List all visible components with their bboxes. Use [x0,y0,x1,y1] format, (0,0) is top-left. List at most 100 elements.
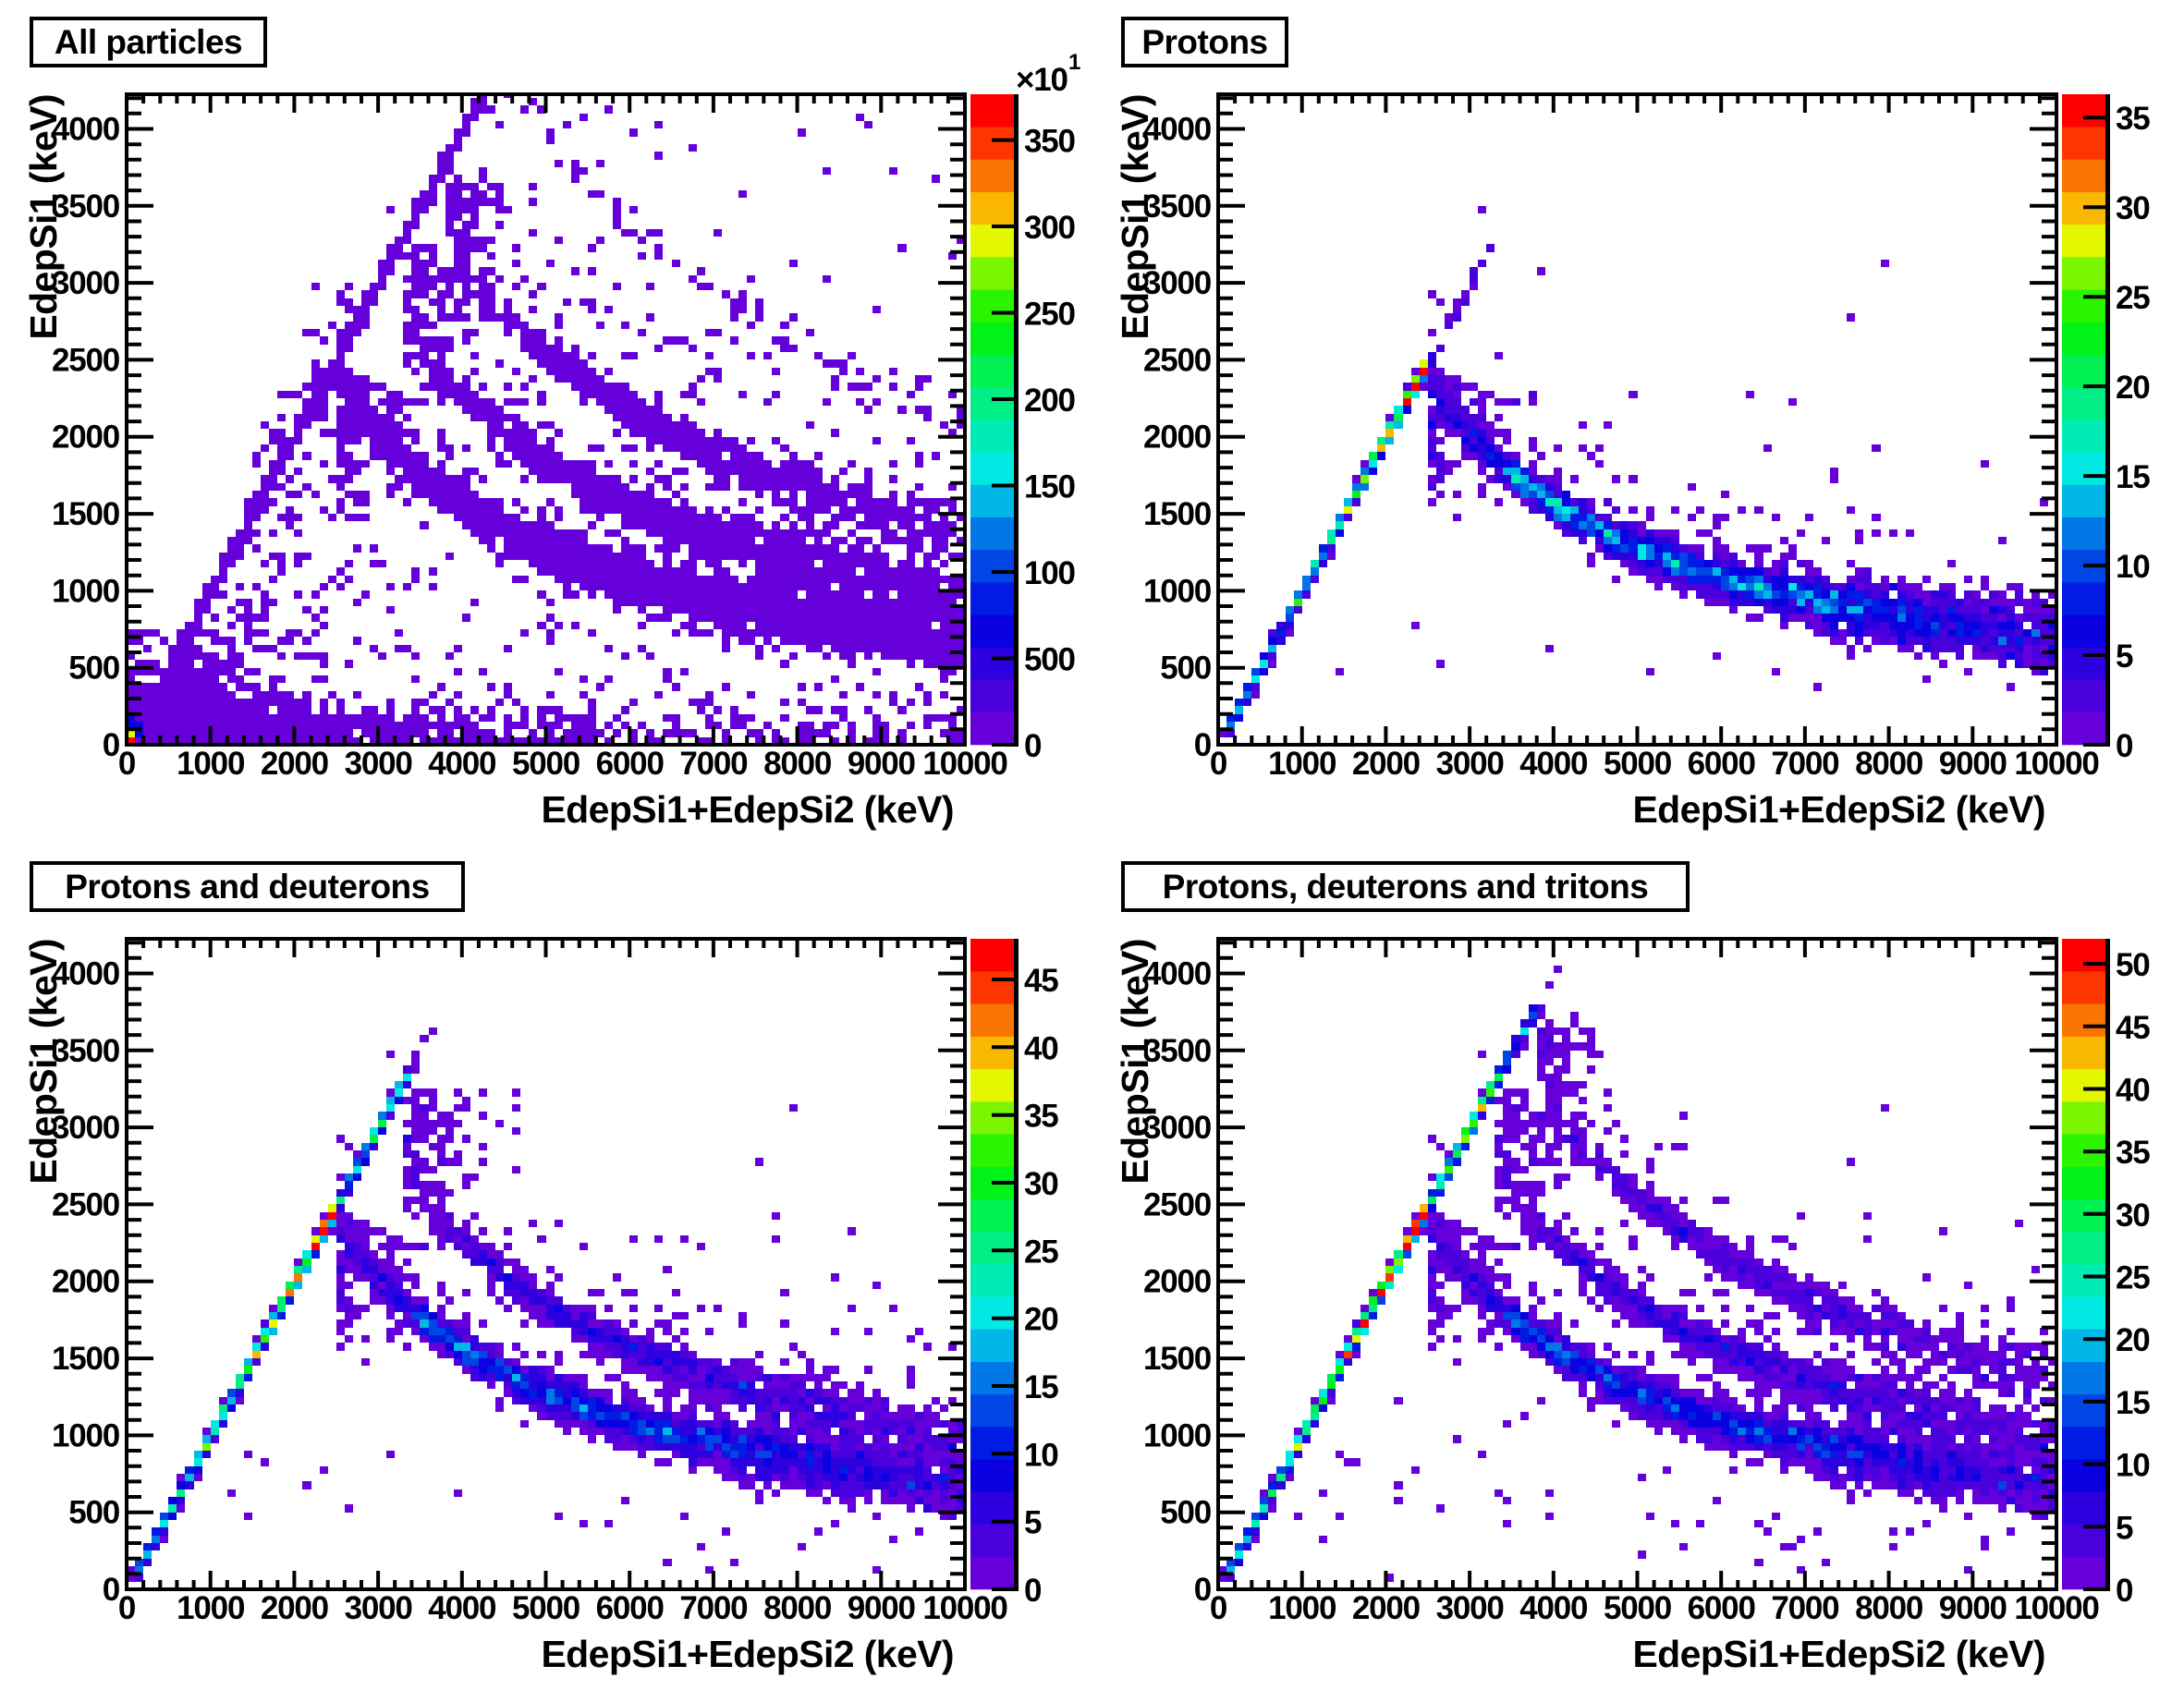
svg-text:EdepSi1 (keV): EdepSi1 (keV) [1114,939,1156,1185]
svg-text:100: 100 [1024,555,1076,591]
svg-text:5000: 5000 [1604,1590,1672,1626]
svg-text:8000: 8000 [763,746,832,782]
svg-text:500: 500 [1160,1495,1212,1531]
svg-text:0: 0 [2116,1573,2133,1609]
svg-text:40: 40 [1024,1030,1058,1066]
svg-text:1500: 1500 [52,496,120,532]
svg-text:3000: 3000 [345,746,413,782]
svg-text:1500: 1500 [1143,1341,1212,1377]
svg-text:1000: 1000 [1143,573,1212,609]
svg-text:4000: 4000 [52,956,120,992]
svg-text:350: 350 [1024,124,1076,160]
svg-text:EdepSi1+EdepSi2 (keV): EdepSi1+EdepSi2 (keV) [1632,788,2045,831]
svg-text:300: 300 [1024,210,1076,246]
svg-text:500: 500 [68,650,120,687]
svg-text:2000: 2000 [1352,1590,1421,1626]
svg-text:25: 25 [1024,1234,1058,1270]
svg-text:500: 500 [68,1495,120,1531]
svg-text:7000: 7000 [1771,746,1839,782]
svg-text:9000: 9000 [1939,746,2007,782]
svg-text:1000: 1000 [177,746,245,782]
svg-text:0: 0 [1194,1572,1212,1608]
svg-text:5000: 5000 [512,746,580,782]
svg-text:8000: 8000 [1855,1590,1923,1626]
svg-text:25: 25 [2116,280,2150,316]
svg-text:2000: 2000 [52,419,120,456]
svg-text:4000: 4000 [1143,112,1212,148]
svg-text:1000: 1000 [52,1417,120,1453]
svg-text:20: 20 [2116,1322,2150,1358]
svg-text:2500: 2500 [52,342,120,378]
svg-text:10: 10 [2116,1448,2150,1484]
svg-text:20: 20 [1024,1302,1058,1338]
svg-text:35: 35 [2116,101,2150,137]
svg-text:8000: 8000 [1855,746,1923,782]
svg-text:30: 30 [2116,190,2150,226]
svg-text:15: 15 [2116,1385,2150,1421]
svg-text:2000: 2000 [1352,746,1421,782]
svg-text:9000: 9000 [1939,1590,2007,1626]
svg-text:10: 10 [2116,549,2150,585]
svg-text:4000: 4000 [1143,956,1212,992]
svg-text:15: 15 [2116,459,2150,495]
svg-text:2000: 2000 [261,1590,329,1626]
svg-text:0: 0 [1024,728,1042,764]
svg-text:15: 15 [1024,1369,1058,1405]
svg-text:All particles: All particles [55,23,242,61]
svg-text:250: 250 [1024,297,1076,333]
svg-text:500: 500 [1160,650,1212,687]
svg-text:0: 0 [118,746,136,782]
svg-text:1000: 1000 [1268,746,1336,782]
svg-text:7000: 7000 [679,746,748,782]
svg-text:7000: 7000 [679,1590,748,1626]
svg-text:0: 0 [103,1572,120,1608]
svg-text:40: 40 [2116,1073,2150,1109]
svg-text:0: 0 [1024,1573,1042,1609]
svg-text:9000: 9000 [848,1590,916,1626]
svg-text:1500: 1500 [52,1341,120,1377]
svg-text:25: 25 [2116,1260,2150,1296]
svg-text:20: 20 [2116,370,2150,406]
svg-text:EdepSi1+EdepSi2 (keV): EdepSi1+EdepSi2 (keV) [541,1633,954,1675]
svg-text:3000: 3000 [1143,1110,1212,1146]
svg-text:×10: ×10 [1016,62,1068,98]
svg-text:5: 5 [2116,1510,2133,1546]
svg-text:EdepSi1 (keV): EdepSi1 (keV) [1114,94,1156,340]
svg-text:45: 45 [2116,1010,2150,1046]
svg-text:8000: 8000 [763,1590,832,1626]
svg-text:3000: 3000 [52,1110,120,1146]
svg-text:2500: 2500 [1143,1186,1212,1222]
svg-text:3000: 3000 [345,1590,413,1626]
svg-text:500: 500 [1024,642,1076,678]
svg-text:3500: 3500 [52,1033,120,1069]
svg-text:EdepSi1+EdepSi2 (keV): EdepSi1+EdepSi2 (keV) [1632,1633,2045,1675]
svg-text:5000: 5000 [512,1590,580,1626]
svg-text:3000: 3000 [1143,265,1212,301]
svg-text:7000: 7000 [1771,1590,1839,1626]
svg-text:1000: 1000 [1143,1417,1212,1453]
svg-text:0: 0 [118,1590,136,1626]
svg-text:EdepSi1 (keV): EdepSi1 (keV) [22,939,65,1185]
svg-text:4000: 4000 [1519,1590,1588,1626]
svg-text:30: 30 [2116,1198,2150,1234]
svg-text:4000: 4000 [428,1590,496,1626]
svg-text:35: 35 [1024,1099,1058,1135]
svg-text:0: 0 [1194,727,1212,763]
svg-text:200: 200 [1024,383,1076,419]
svg-text:9000: 9000 [848,746,916,782]
svg-text:2000: 2000 [1143,1264,1212,1300]
svg-text:0: 0 [103,727,120,763]
svg-text:1: 1 [1068,50,1080,75]
svg-text:6000: 6000 [1688,1590,1756,1626]
svg-text:2000: 2000 [1143,419,1212,456]
svg-text:3500: 3500 [1143,1033,1212,1069]
svg-text:10000: 10000 [922,1590,1007,1626]
svg-text:1000: 1000 [177,1590,245,1626]
svg-text:Protons: Protons [1141,23,1267,61]
svg-text:1000: 1000 [52,573,120,609]
svg-text:35: 35 [2116,1135,2150,1171]
svg-text:5: 5 [1024,1505,1042,1541]
svg-text:10000: 10000 [922,746,1007,782]
svg-text:2000: 2000 [261,746,329,782]
svg-text:3000: 3000 [1436,746,1505,782]
